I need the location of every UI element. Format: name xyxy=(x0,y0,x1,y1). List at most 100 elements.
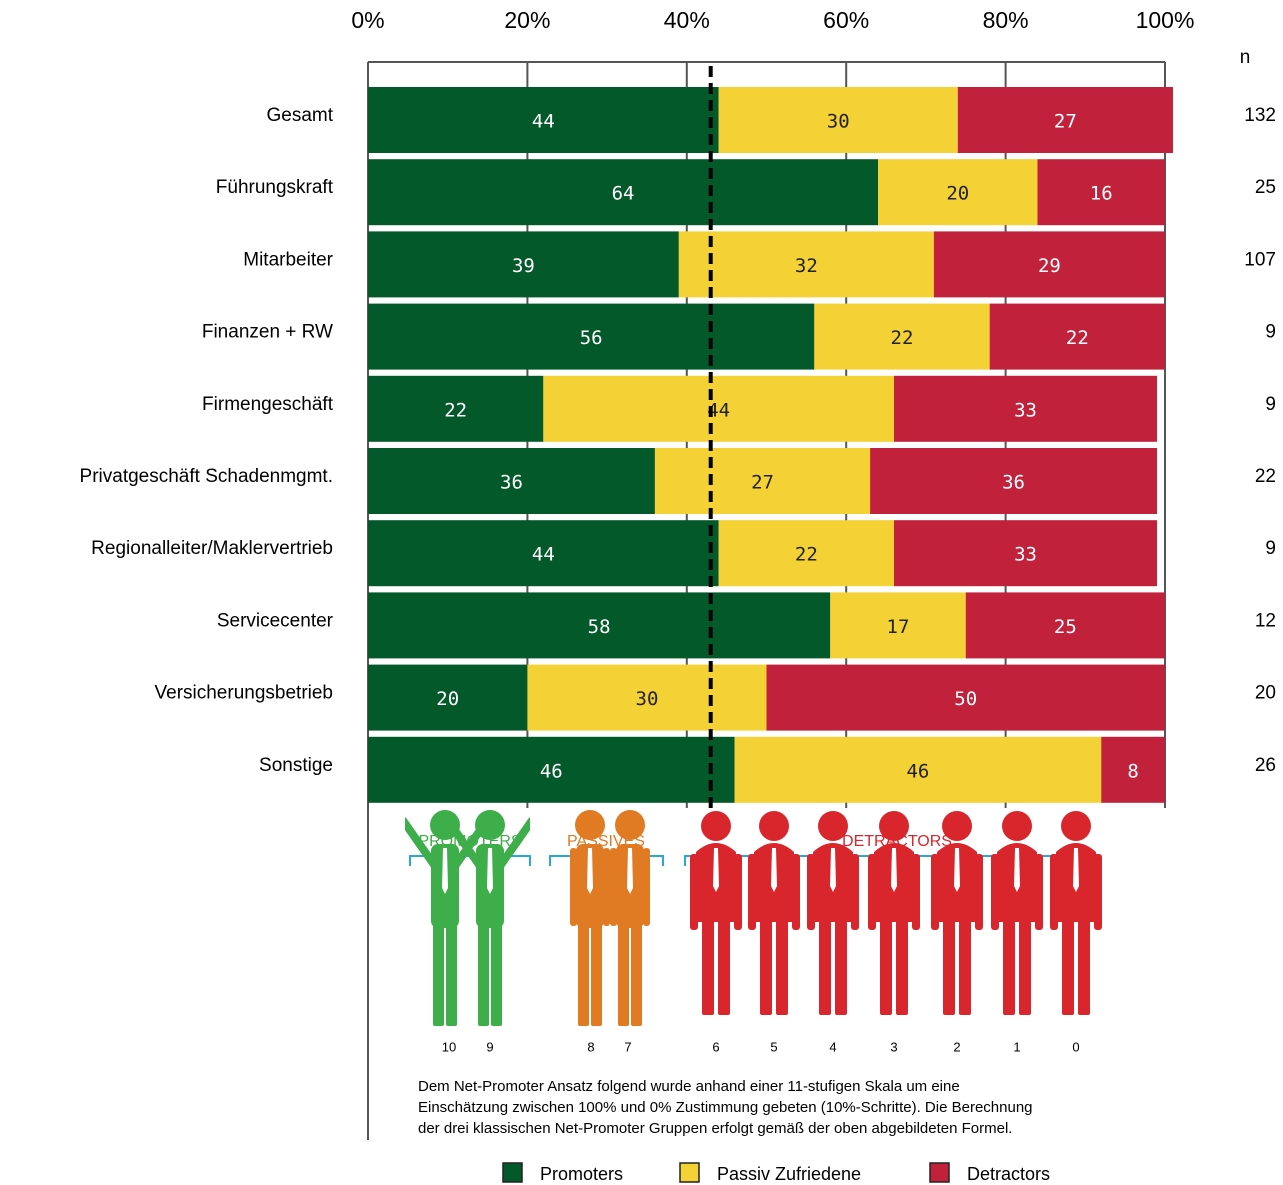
value-label: 22 xyxy=(1066,327,1089,349)
value-label: 30 xyxy=(827,111,850,133)
x-tick-label: 40% xyxy=(664,7,710,33)
value-label: 16 xyxy=(1090,183,1113,205)
bar-segment xyxy=(734,736,1102,803)
bar-segment xyxy=(678,231,934,298)
n-header: n xyxy=(1240,47,1251,68)
value-label: 33 xyxy=(1014,399,1037,421)
bar-segment xyxy=(933,231,1165,298)
icon xyxy=(690,811,742,1015)
x-tick-label: 20% xyxy=(504,7,550,33)
category-label: Sonstige xyxy=(259,755,333,776)
icon xyxy=(748,811,800,1015)
value-label: 29 xyxy=(1038,255,1061,277)
value-label: 44 xyxy=(532,111,555,133)
x-tick-label: 0% xyxy=(351,7,384,33)
n-value: 20 xyxy=(1255,683,1276,704)
scale-number: 4 xyxy=(829,1039,836,1054)
category-label: Versicherungsbetrieb xyxy=(155,683,334,704)
bar-segment xyxy=(368,736,735,803)
n-value: 26 xyxy=(1255,755,1276,776)
bar-segment xyxy=(368,592,831,659)
bar-segment xyxy=(830,592,966,659)
value-label: 20 xyxy=(946,183,969,205)
group-label: DETRACTORS xyxy=(842,833,952,850)
category-label: Privatgeschäft Schadenmgmt. xyxy=(80,466,333,487)
n-value: 107 xyxy=(1244,249,1276,270)
bar-segment xyxy=(878,159,1038,226)
bar-segment xyxy=(527,664,767,731)
category-label: Mitarbeiter xyxy=(243,249,333,270)
value-label: 58 xyxy=(588,616,611,638)
footnote: Einschätzung zwischen 100% und 0% Zustim… xyxy=(418,1099,1033,1116)
value-label: 22 xyxy=(795,544,818,566)
x-tick-label: 60% xyxy=(823,7,869,33)
scale-number: 8 xyxy=(587,1039,594,1054)
value-label: 8 xyxy=(1127,760,1138,782)
footnote: der drei klassischen Net-Promoter Gruppe… xyxy=(418,1120,1012,1137)
n-value: 25 xyxy=(1255,177,1276,198)
bar-segment xyxy=(368,448,655,514)
x-tick-label: 80% xyxy=(983,7,1029,33)
value-label: 25 xyxy=(1054,616,1077,638)
value-label: 20 xyxy=(436,688,459,710)
category-label: Gesamt xyxy=(266,105,333,126)
value-label: 32 xyxy=(795,255,818,277)
value-label: 27 xyxy=(1054,111,1077,133)
bar-segment xyxy=(654,448,871,514)
x-tick-label: 100% xyxy=(1136,7,1195,33)
value-label: 36 xyxy=(500,472,523,494)
bar-segment xyxy=(368,303,815,370)
bar-segment xyxy=(957,87,1173,153)
legend-swatch xyxy=(679,1162,700,1183)
bar-segment xyxy=(894,375,1158,442)
footnote: Dem Net-Promoter Ansatz folgend wurde an… xyxy=(418,1078,960,1095)
value-label: 64 xyxy=(612,183,635,205)
scale-number: 9 xyxy=(486,1039,493,1054)
icon xyxy=(1050,811,1102,1015)
bar-segment xyxy=(814,303,990,370)
category-label: Servicecenter xyxy=(217,610,334,631)
value-label: 27 xyxy=(751,472,774,494)
bar-segment xyxy=(965,592,1165,659)
value-label: 22 xyxy=(891,327,914,349)
legend-label: Passiv Zufriedene xyxy=(717,1164,861,1184)
legend-label: Detractors xyxy=(967,1164,1050,1184)
bar-segment xyxy=(1101,736,1165,803)
bar-segment xyxy=(368,664,528,731)
scale-number: 0 xyxy=(1072,1039,1079,1054)
category-label: Regionalleiter/Maklervertrieb xyxy=(91,538,333,559)
bar-segment xyxy=(368,87,719,153)
bar-segment xyxy=(368,159,879,226)
value-label: 33 xyxy=(1014,544,1037,566)
legend-swatch xyxy=(502,1162,523,1183)
scale-number: 5 xyxy=(770,1039,777,1054)
bar-segment xyxy=(989,303,1165,370)
value-label: 36 xyxy=(1002,472,1025,494)
bar-segment xyxy=(368,520,719,587)
scale-number: 2 xyxy=(953,1039,960,1054)
bar-segment xyxy=(1037,159,1165,226)
scale-number: 10 xyxy=(442,1039,456,1054)
value-label: 30 xyxy=(636,688,659,710)
bar-segment xyxy=(718,520,895,587)
n-value: 12 xyxy=(1255,610,1276,631)
bar-segment xyxy=(368,231,679,298)
value-label: 50 xyxy=(954,688,977,710)
legend-label: Promoters xyxy=(540,1164,623,1184)
legend-swatch xyxy=(929,1162,950,1183)
value-label: 17 xyxy=(887,616,910,638)
bar-segment xyxy=(718,87,958,153)
value-label: 39 xyxy=(512,255,535,277)
n-value: 9 xyxy=(1265,322,1276,343)
bar-segment xyxy=(368,375,544,442)
category-label: Firmengeschäft xyxy=(202,394,334,415)
value-label: 46 xyxy=(540,760,563,782)
n-value: 9 xyxy=(1265,538,1276,559)
scale-number: 1 xyxy=(1013,1039,1020,1054)
n-value: 22 xyxy=(1255,466,1276,487)
n-value: 132 xyxy=(1244,105,1276,126)
value-label: 56 xyxy=(580,327,603,349)
category-label: Führungskraft xyxy=(216,177,334,198)
bar-segment xyxy=(766,664,1165,731)
